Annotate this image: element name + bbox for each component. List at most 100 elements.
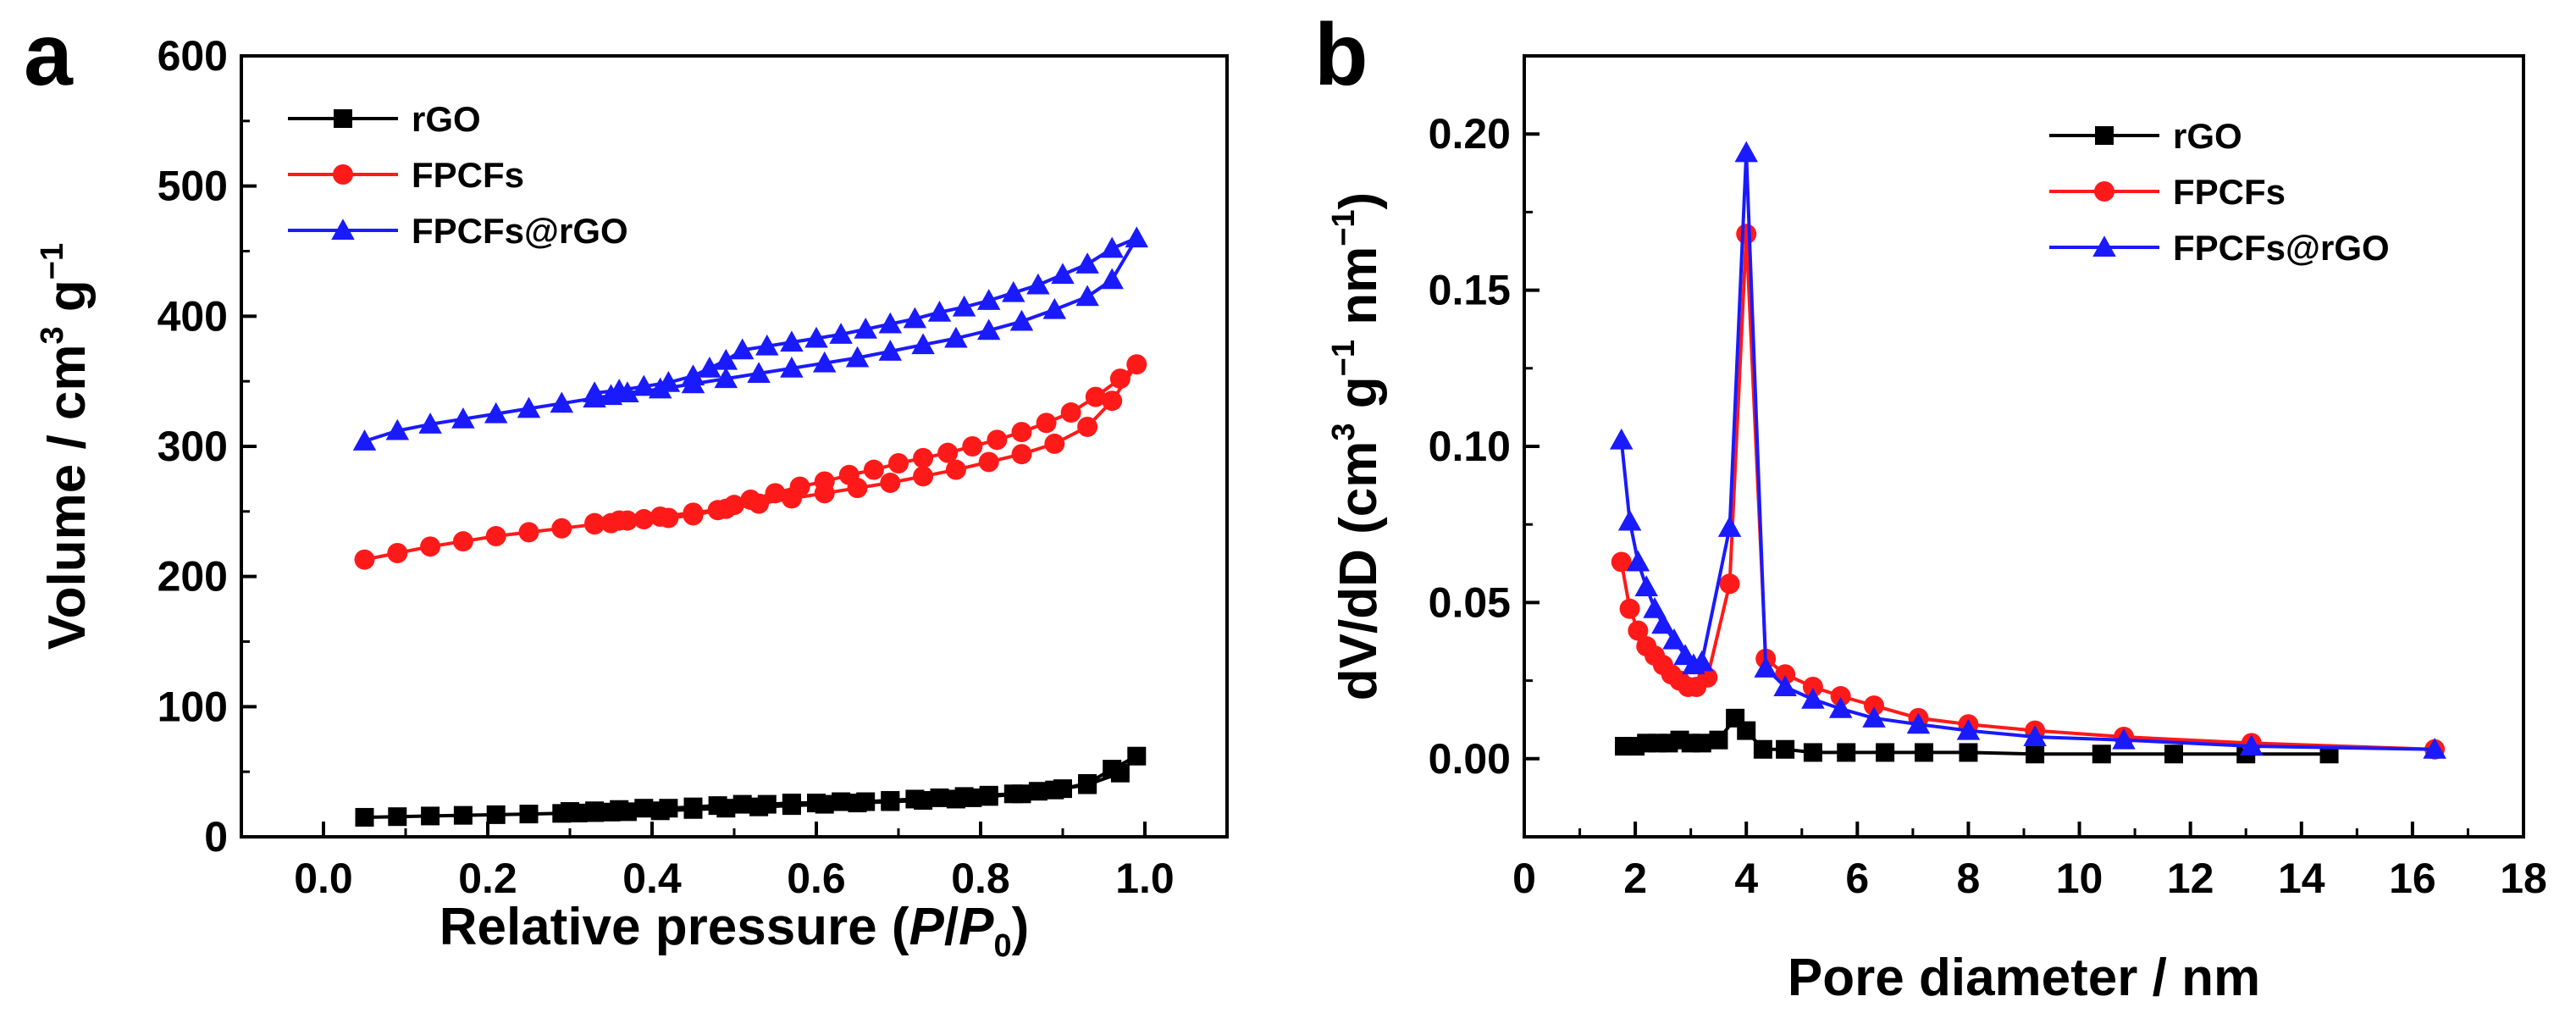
panel-a-series-fpcfs-point-37 xyxy=(838,464,860,485)
panel-a-series-fpcfs-point-48 xyxy=(584,512,605,534)
panel-b-y-tick-label-2: 0.10 xyxy=(1429,423,1511,470)
panel-b-y-tick-label-4: 0.20 xyxy=(1429,110,1511,158)
panel-a-x-tick-label-1: 0.2 xyxy=(458,855,517,902)
panel-b-x-tick-label-2: 4 xyxy=(1734,855,1758,902)
panel-a-series-fpcfs-rgo-point-38 xyxy=(804,326,828,348)
panel-b-legend-marker-2-point-0 xyxy=(2092,235,2116,257)
panel-a-series-rgo-point-28 xyxy=(1103,760,1122,779)
panel-a-series-fpcfs-point-30 xyxy=(1011,422,1032,443)
panel-a-legend-label-2: FPCFs@rGO xyxy=(412,211,628,251)
panel-b-x-tick-label-6: 12 xyxy=(2167,855,2214,902)
panel-a-legend-marker-2-point-0 xyxy=(331,219,355,240)
panel-b-series-fpcfs-rgo-point-22 xyxy=(2423,737,2446,759)
panel-a-series-fpcfs-rgo-point-17 xyxy=(878,340,903,361)
panel-b-plot-frame xyxy=(1523,54,2525,839)
panel-b-series-fpcfs-rgo-point-11 xyxy=(1734,141,1758,163)
panel-a-series-fpcfs-rgo-point-24 xyxy=(1100,268,1124,290)
panel-b-x-tick-label-4: 8 xyxy=(1957,855,1981,902)
panel-a-legend: rGO FPCFs FPCFs@rGO xyxy=(288,99,628,251)
panel-b-legend-marker-1-point-0 xyxy=(2094,181,2114,202)
panel-a-series-fpcfs-rgo-point-30 xyxy=(1002,280,1025,302)
panel-a-series-fpcfs-rgo-point-42 xyxy=(714,348,738,370)
panel-a-series-fpcfs-rgo-point-18 xyxy=(911,333,935,355)
panel-b-series-rgo-point-18 xyxy=(2026,744,2045,764)
panel-a-series-fpcfs xyxy=(354,354,1147,570)
panel-a-series-fpcfs-rgo xyxy=(352,226,1149,451)
panel-b-series-fpcfs-rgo xyxy=(1609,141,2446,759)
panel-b-series-fpcfs-point-2 xyxy=(1628,620,1649,641)
panel-a-series-fpcfs-point-1 xyxy=(387,543,408,564)
panel-b-series-fpcfs-rgo-point-13 xyxy=(1773,675,1797,696)
panel-a-series-rgo-point-43 xyxy=(732,794,752,814)
panel-b-x-tick-label-3: 6 xyxy=(1845,855,1869,902)
panel-a-series-fpcfs-rgo-point-37 xyxy=(829,323,853,344)
panel-b-legend: rGO FPCFs FPCFs@rGO xyxy=(2049,116,2390,268)
panel-b-legend-label-2: FPCFs@rGO xyxy=(2173,228,2390,268)
panel-b-x-tick-label-7: 14 xyxy=(2278,855,2325,902)
panel-b-series-fpcfs-point-15 xyxy=(1802,676,1823,697)
panel-a-series-fpcfs-rgo-point-47 xyxy=(607,379,631,400)
panel-a-y-axis-label: Volume / cm3 g−1 xyxy=(35,243,97,650)
panel-a-series-fpcfs-rgo-point-22 xyxy=(1042,297,1067,319)
panel-a-legend-item-0: rGO xyxy=(288,99,481,139)
panel-b-series-fpcfs-point-16 xyxy=(1830,686,1851,707)
panel-a-series-fpcfs-point-34 xyxy=(913,447,934,468)
panel-b-legend-label-1: FPCFs xyxy=(2173,172,2286,212)
panel-b-series-fpcfs-rgo-point-12 xyxy=(1754,656,1777,678)
panel-a-series-fpcfs-point-21 xyxy=(1011,444,1032,465)
panel-b-series-fpcfs-rgo-point-5 xyxy=(1651,612,1675,634)
panel-a-series-fpcfs-point-40 xyxy=(765,483,786,504)
panel-a-series-fpcfs-point-38 xyxy=(814,471,835,492)
panel-a-series-fpcfs-point-28 xyxy=(1060,402,1081,423)
panel-a-series-rgo-point-3 xyxy=(453,805,473,825)
panel-b-series-rgo-point-15 xyxy=(1876,743,1895,762)
panel-a-x-tick-label-2: 0.4 xyxy=(622,855,682,902)
panel-a-y-tick-label-1: 100 xyxy=(158,683,228,730)
panel-a-series-fpcfs-rgo-point-35 xyxy=(878,312,903,334)
panel-a-series-fpcfs-rgo-point-23 xyxy=(1075,285,1099,307)
panel-a-series-rgo-point-33 xyxy=(979,785,998,805)
panel-a-y-tick-label-3: 300 xyxy=(158,423,228,470)
panel-b-series-fpcfs-rgo-point-15 xyxy=(1828,697,1853,718)
panel-a-series-fpcfs-rgo-point-21 xyxy=(1009,309,1034,331)
panel-a-series-rgo-point-0 xyxy=(355,807,374,827)
panel-a-series-rgo-point-4 xyxy=(486,805,506,824)
panel-a-series-fpcfs-rgo-point-46 xyxy=(632,374,656,396)
panel-a-series-fpcfs-point-27 xyxy=(1085,386,1106,407)
panel-a-series-fpcfs-rgo-point-32 xyxy=(952,295,976,317)
panel-b-legend-marker-0-point-0 xyxy=(2095,126,2114,145)
panel-a-series-rgo-point-34 xyxy=(954,787,974,806)
panel-a-label: a xyxy=(24,6,74,104)
panel-a-chart: a 0.0 0.2 0.4 0.6 0.8 1.00100200300400500600 … xyxy=(24,6,1229,964)
panel-b-series-fpcfs-rgo-point-17 xyxy=(1906,712,1931,734)
panel-a-series-fpcfs-rgo-point-1 xyxy=(385,418,410,440)
panel-a-x-tick-label-0: 0.0 xyxy=(294,855,353,902)
panel-a-series-fpcfs-rgo-point-45 xyxy=(656,370,681,392)
panel-a-series-fpcfs-point-22 xyxy=(1044,433,1065,454)
panel-b-series-fpcfs-rgo-point-0 xyxy=(1609,428,1633,450)
panel-a-series-fpcfs-point-36 xyxy=(863,459,884,480)
panel-b-series-rgo-point-7 xyxy=(1692,733,1711,753)
panel-b-legend-item-2: FPCFs@rGO xyxy=(2049,228,2390,268)
panel-a-series-fpcfs-rgo-point-19 xyxy=(944,326,968,348)
panel-a-series-fpcfs-point-4 xyxy=(485,526,506,547)
panel-a-series-rgo-point-39 xyxy=(832,792,851,811)
panel-a-series-fpcfs-rgo-point-43 xyxy=(698,357,721,378)
panel-a-x-tick-label-3: 0.6 xyxy=(787,855,846,902)
panel-b-series-fpcfs-rgo-point-19 xyxy=(2023,725,2047,746)
panel-b-x-tick-label-9: 18 xyxy=(2500,855,2547,902)
panel-b-series-fpcfs-point-14 xyxy=(1775,664,1796,685)
panel-a-ticks: 0.0 0.2 0.4 0.6 0.8 1.0 0 100 200 300 400 500 600 xyxy=(158,32,1175,902)
panel-b-series-fpcfs-rgo-point-6 xyxy=(1662,628,1686,650)
panel-a-series-rgo-point-30 xyxy=(1053,779,1072,799)
panel-a-series-fpcfs-rgo-point-14 xyxy=(780,357,804,378)
panel-a-series-fpcfs-point-44 xyxy=(683,505,704,526)
panel-b-series-fpcfs-point-0 xyxy=(1611,551,1632,573)
panel-a-series-rgo-point-50 xyxy=(561,802,579,822)
panel-a-series-fpcfs-point-45 xyxy=(658,507,679,529)
panel-a-y-tick-label-2: 200 xyxy=(158,553,228,601)
panel-a-series-rgo-point-41 xyxy=(782,794,801,813)
panel-b-series-rgo-point-12 xyxy=(1776,739,1795,759)
panel-a-series-fpcfs-rgo-point-40 xyxy=(755,334,779,356)
